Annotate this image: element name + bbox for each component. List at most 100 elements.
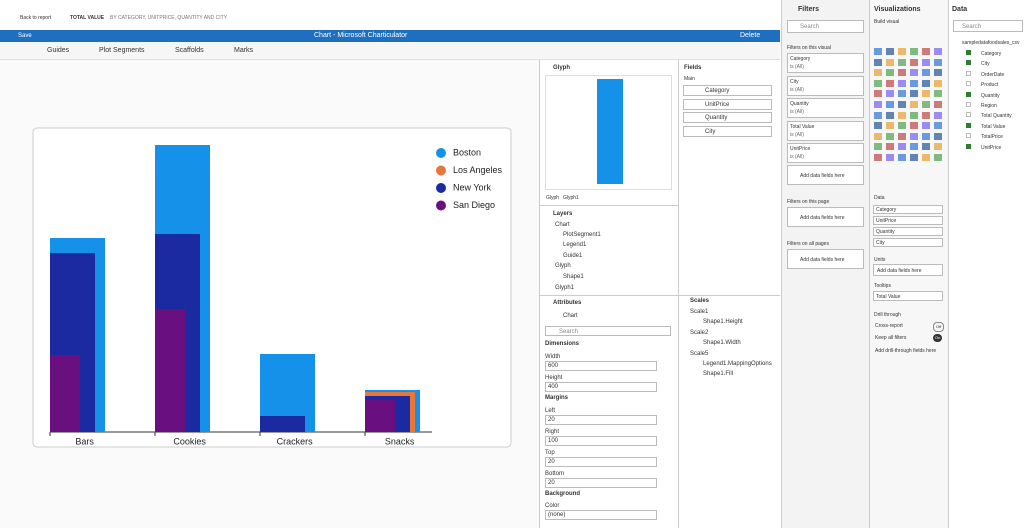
toolbar-menu[interactable]: Marks: [234, 47, 254, 54]
toggle[interactable]: On: [933, 334, 943, 342]
field-name[interactable]: City: [705, 128, 716, 135]
visual-icon[interactable]: [886, 132, 894, 140]
visual-icon[interactable]: [922, 143, 930, 151]
visual-icon[interactable]: [922, 101, 930, 108]
visual-icon[interactable]: [934, 143, 942, 151]
toggle[interactable]: Off: [933, 322, 945, 332]
visual-icon[interactable]: [910, 101, 918, 108]
checkbox[interactable]: [966, 70, 971, 76]
checkbox[interactable]: [966, 91, 971, 97]
field-well[interactable]: [873, 216, 943, 225]
visual-icon[interactable]: [934, 69, 942, 77]
drop-zone[interactable]: [873, 264, 943, 276]
visual-icon[interactable]: [934, 132, 942, 140]
visual-icon[interactable]: [874, 101, 882, 108]
visual-icon[interactable]: [934, 122, 942, 130]
drop-zone[interactable]: [787, 165, 864, 185]
data-field[interactable]: Product: [981, 82, 999, 89]
search-box[interactable]: [787, 20, 864, 33]
data-field[interactable]: Total Quantity: [981, 113, 1012, 120]
visual-icon[interactable]: [874, 79, 882, 87]
visual-icon[interactable]: [910, 111, 918, 119]
filter-card[interactable]: [787, 143, 864, 163]
checkbox[interactable]: [966, 143, 971, 149]
visual-icon[interactable]: [886, 143, 894, 151]
visual-icon[interactable]: [934, 101, 942, 108]
visual-icon[interactable]: [874, 132, 882, 140]
visual-icon[interactable]: [898, 58, 906, 66]
visual-icon[interactable]: [922, 132, 930, 140]
visual-icon[interactable]: [910, 79, 918, 87]
data-field[interactable]: Category: [981, 51, 1002, 57]
visual-icon[interactable]: [886, 111, 894, 119]
checkbox[interactable]: [966, 60, 971, 66]
input-value[interactable]: 20: [548, 480, 555, 486]
visual-icon[interactable]: [898, 69, 906, 77]
layer-item[interactable]: Chart: [555, 222, 570, 228]
visual-icon[interactable]: [898, 48, 906, 55]
visual-icon[interactable]: [898, 154, 906, 161]
data-field[interactable]: City: [981, 61, 990, 68]
visual-icon[interactable]: [922, 122, 930, 130]
visual-icon[interactable]: [898, 90, 906, 98]
visual-icon[interactable]: [910, 132, 918, 140]
visual-icon[interactable]: [910, 90, 918, 98]
data-field[interactable]: Quantity: [981, 92, 1000, 99]
visual-icon[interactable]: [874, 111, 882, 119]
layer-item[interactable]: Legend1: [563, 242, 587, 248]
visual-icon[interactable]: [922, 90, 930, 98]
visual-icon[interactable]: [874, 143, 882, 151]
visual-icon[interactable]: [898, 143, 906, 151]
field-well[interactable]: [873, 238, 943, 247]
visual-icon[interactable]: [886, 101, 894, 108]
visual-icon[interactable]: [874, 58, 882, 66]
input-box[interactable]: [545, 510, 657, 520]
visual-icon[interactable]: [874, 48, 882, 55]
delete-button[interactable]: Delete: [740, 32, 761, 39]
input-box[interactable]: [545, 382, 657, 392]
input-value[interactable]: 20: [548, 417, 555, 423]
field-well[interactable]: [873, 205, 943, 214]
save-button[interactable]: Save: [18, 33, 32, 39]
scale-item[interactable]: Shape1.Height: [703, 319, 743, 326]
layer-item[interactable]: Shape1: [563, 274, 584, 280]
visual-icon[interactable]: [886, 58, 894, 66]
field-name[interactable]: Category: [705, 88, 730, 94]
visual-icon[interactable]: [886, 48, 894, 55]
scale-item[interactable]: Scale1: [690, 309, 709, 315]
search-box[interactable]: [545, 326, 671, 336]
toolbar-menu[interactable]: Guides: [47, 47, 70, 54]
visual-icon[interactable]: [922, 79, 930, 87]
visual-icon[interactable]: [874, 90, 882, 98]
checkbox[interactable]: [966, 102, 971, 107]
toolbar-menu[interactable]: Plot Segments: [99, 47, 145, 54]
visual-icon[interactable]: [910, 69, 918, 77]
field-box[interactable]: [683, 98, 772, 110]
visual-icon[interactable]: [910, 154, 918, 161]
field-name[interactable]: UnitPrice: [705, 101, 730, 108]
input-box[interactable]: [545, 457, 657, 467]
data-field[interactable]: Total Value: [981, 123, 1006, 130]
search-box[interactable]: [953, 20, 1023, 32]
field-box[interactable]: [683, 112, 772, 123]
layer-item[interactable]: Glyph: [555, 263, 571, 269]
filter-card[interactable]: [787, 75, 864, 96]
layer-item[interactable]: Glyph1: [555, 285, 575, 291]
input-value[interactable]: 600: [548, 363, 559, 369]
field-name[interactable]: Quantity: [705, 115, 728, 121]
checkbox[interactable]: [966, 122, 971, 128]
scale-item[interactable]: Scale5: [690, 350, 709, 357]
drop-zone[interactable]: [787, 207, 864, 227]
glyph-tab[interactable]: Glyph1: [563, 195, 579, 201]
visual-icon[interactable]: [934, 154, 942, 161]
visual-icon[interactable]: [934, 90, 942, 98]
visual-icon[interactable]: [886, 69, 894, 77]
filter-card[interactable]: [787, 98, 864, 118]
visual-icon[interactable]: [886, 90, 894, 98]
visual-icon[interactable]: [898, 101, 906, 108]
visual-icon[interactable]: [874, 154, 882, 161]
field-well[interactable]: [873, 227, 943, 236]
visual-icon[interactable]: [922, 69, 930, 77]
input-box[interactable]: [545, 415, 657, 425]
checkbox[interactable]: [966, 50, 971, 55]
